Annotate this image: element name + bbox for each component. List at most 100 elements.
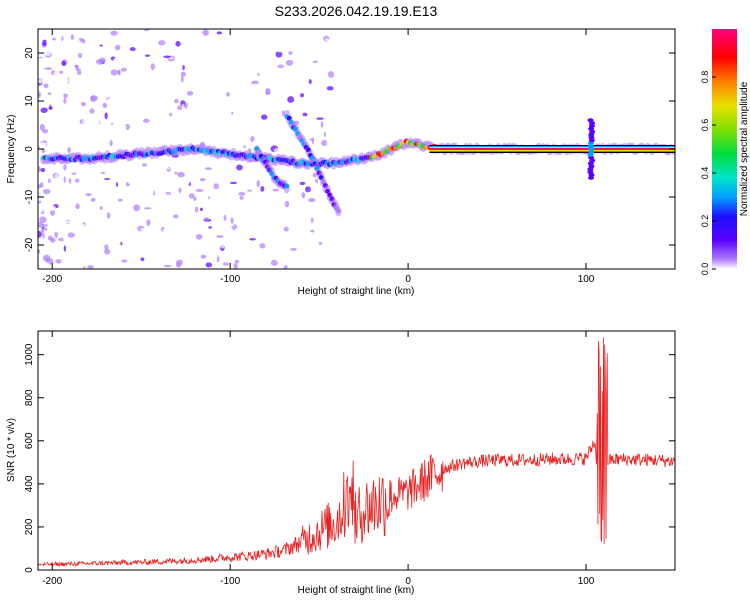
- noise-blob: [177, 105, 183, 110]
- noise-blob: [206, 107, 212, 113]
- noise-blob: [38, 63, 44, 67]
- noise-blob: [238, 191, 246, 196]
- noise-blob: [76, 68, 82, 75]
- noise-blob: [41, 76, 45, 79]
- noise-blob: [164, 193, 171, 199]
- noise-blob: [243, 145, 246, 149]
- noise-blob: [39, 123, 45, 131]
- noise-blob: [38, 202, 43, 206]
- noise-blob: [227, 211, 234, 214]
- noise-blob: [55, 216, 60, 221]
- noise-blob: [327, 211, 333, 219]
- noise-blob: [67, 147, 71, 154]
- noise-blob: [47, 83, 51, 90]
- noise-blob: [48, 205, 56, 209]
- noise-blob: [181, 103, 185, 110]
- noise-blob: [302, 212, 306, 219]
- noise-blob: [234, 259, 240, 264]
- noise-blob: [275, 142, 284, 145]
- noise-blob: [291, 234, 295, 241]
- noise-blob: [312, 60, 318, 64]
- noise-blob: [55, 259, 62, 264]
- noise-blob: [201, 102, 207, 107]
- noise-blob: [87, 145, 94, 152]
- noise-blob: [283, 265, 288, 269]
- spike-blob: [588, 138, 595, 143]
- noise-blob: [216, 255, 220, 263]
- noise-blob: [116, 134, 121, 141]
- noise-blob: [283, 226, 289, 232]
- y-tick-label: 0: [24, 567, 35, 573]
- noise-blob: [40, 228, 45, 234]
- noise-blob: [330, 127, 338, 133]
- noise-blob: [68, 178, 72, 184]
- noise-blob: [144, 54, 151, 57]
- noise-blob: [284, 87, 291, 95]
- noise-blob: [101, 212, 104, 220]
- noise-blob: [114, 44, 121, 51]
- noise-blob: [90, 197, 96, 202]
- noise-blob: [161, 99, 170, 104]
- noise-blob: [79, 131, 85, 139]
- noise-blob: [222, 170, 230, 175]
- noise-blob: [311, 137, 315, 145]
- noise-blob: [38, 221, 44, 228]
- noise-blob: [305, 181, 312, 186]
- noise-blob: [149, 263, 155, 267]
- noise-blob: [38, 192, 42, 197]
- noise-blob: [38, 141, 43, 147]
- noise-blob: [58, 145, 64, 148]
- y-tick-label: 600: [24, 432, 35, 449]
- noise-blob: [129, 47, 136, 52]
- noise-blob: [260, 70, 264, 73]
- noise-blob: [275, 51, 283, 58]
- noise-blob: [257, 72, 260, 76]
- noise-blob: [49, 79, 54, 84]
- noise-blob: [324, 104, 330, 110]
- noise-blob: [97, 46, 103, 51]
- noise-blob: [204, 167, 212, 171]
- noise-blob: [251, 80, 259, 85]
- noise-blob: [189, 237, 197, 240]
- noise-blob: [46, 45, 52, 49]
- noise-blob: [72, 127, 80, 133]
- noise-blob: [98, 57, 106, 64]
- noise-blob: [208, 226, 213, 229]
- noise-blob: [205, 262, 213, 268]
- noise-blob: [271, 218, 277, 223]
- noise-blob: [85, 102, 89, 107]
- noise-blob: [174, 98, 179, 104]
- noise-blob: [336, 226, 344, 231]
- noise-blob: [118, 207, 121, 210]
- noise-blob: [127, 212, 133, 218]
- noise-blob: [38, 230, 42, 238]
- noise-blob: [61, 107, 69, 112]
- noise-blob: [306, 100, 313, 107]
- noise-blob: [150, 224, 155, 228]
- noise-blob: [206, 158, 209, 164]
- noise-blob: [178, 48, 183, 55]
- noise-blob: [288, 242, 294, 248]
- noise-blob: [62, 235, 70, 242]
- noise-blob: [324, 38, 330, 41]
- noise-blob: [205, 183, 212, 188]
- noise-blob: [217, 245, 221, 253]
- noise-blob: [239, 195, 244, 200]
- noise-blob: [158, 234, 164, 241]
- noise-blob: [194, 138, 201, 145]
- noise-blob: [133, 256, 137, 263]
- noise-blob: [247, 102, 256, 107]
- noise-blob: [38, 208, 44, 213]
- noise-blob: [105, 51, 111, 57]
- noise-blob: [210, 41, 216, 46]
- noise-blob: [174, 171, 178, 175]
- noise-blob: [334, 131, 340, 136]
- noise-blob: [43, 83, 49, 89]
- noise-blob: [44, 60, 53, 64]
- noise-blob: [180, 71, 186, 77]
- noise-blob: [99, 239, 106, 247]
- noise-blob: [323, 119, 330, 123]
- y-tick-label: 800: [24, 389, 35, 406]
- noise-blob: [328, 111, 336, 116]
- noise-blob: [136, 94, 143, 99]
